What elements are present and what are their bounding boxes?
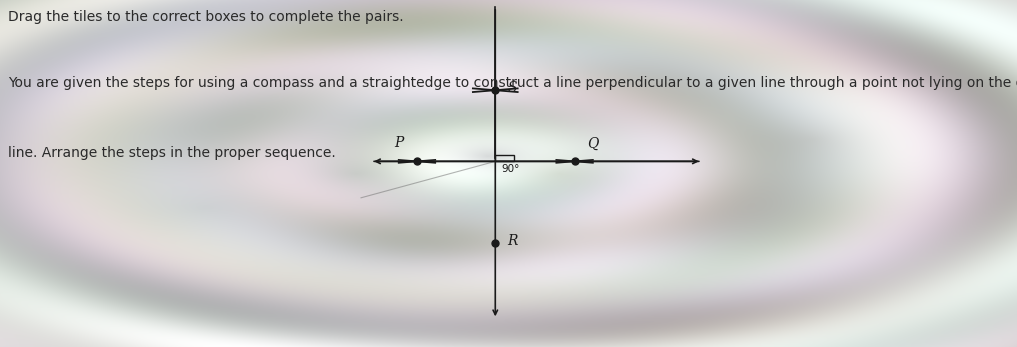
Text: 90°: 90° [501,164,520,174]
Text: Q: Q [587,136,598,151]
Text: P: P [395,136,404,151]
Text: S: S [507,81,517,95]
Text: line. Arrange the steps in the proper sequence.: line. Arrange the steps in the proper se… [8,146,336,160]
Text: You are given the steps for using a compass and a straightedge to construct a li: You are given the steps for using a comp… [8,76,1017,90]
Text: Drag the tiles to the correct boxes to complete the pairs.: Drag the tiles to the correct boxes to c… [8,10,404,24]
Bar [495,155,514,161]
Text: R: R [507,234,518,248]
